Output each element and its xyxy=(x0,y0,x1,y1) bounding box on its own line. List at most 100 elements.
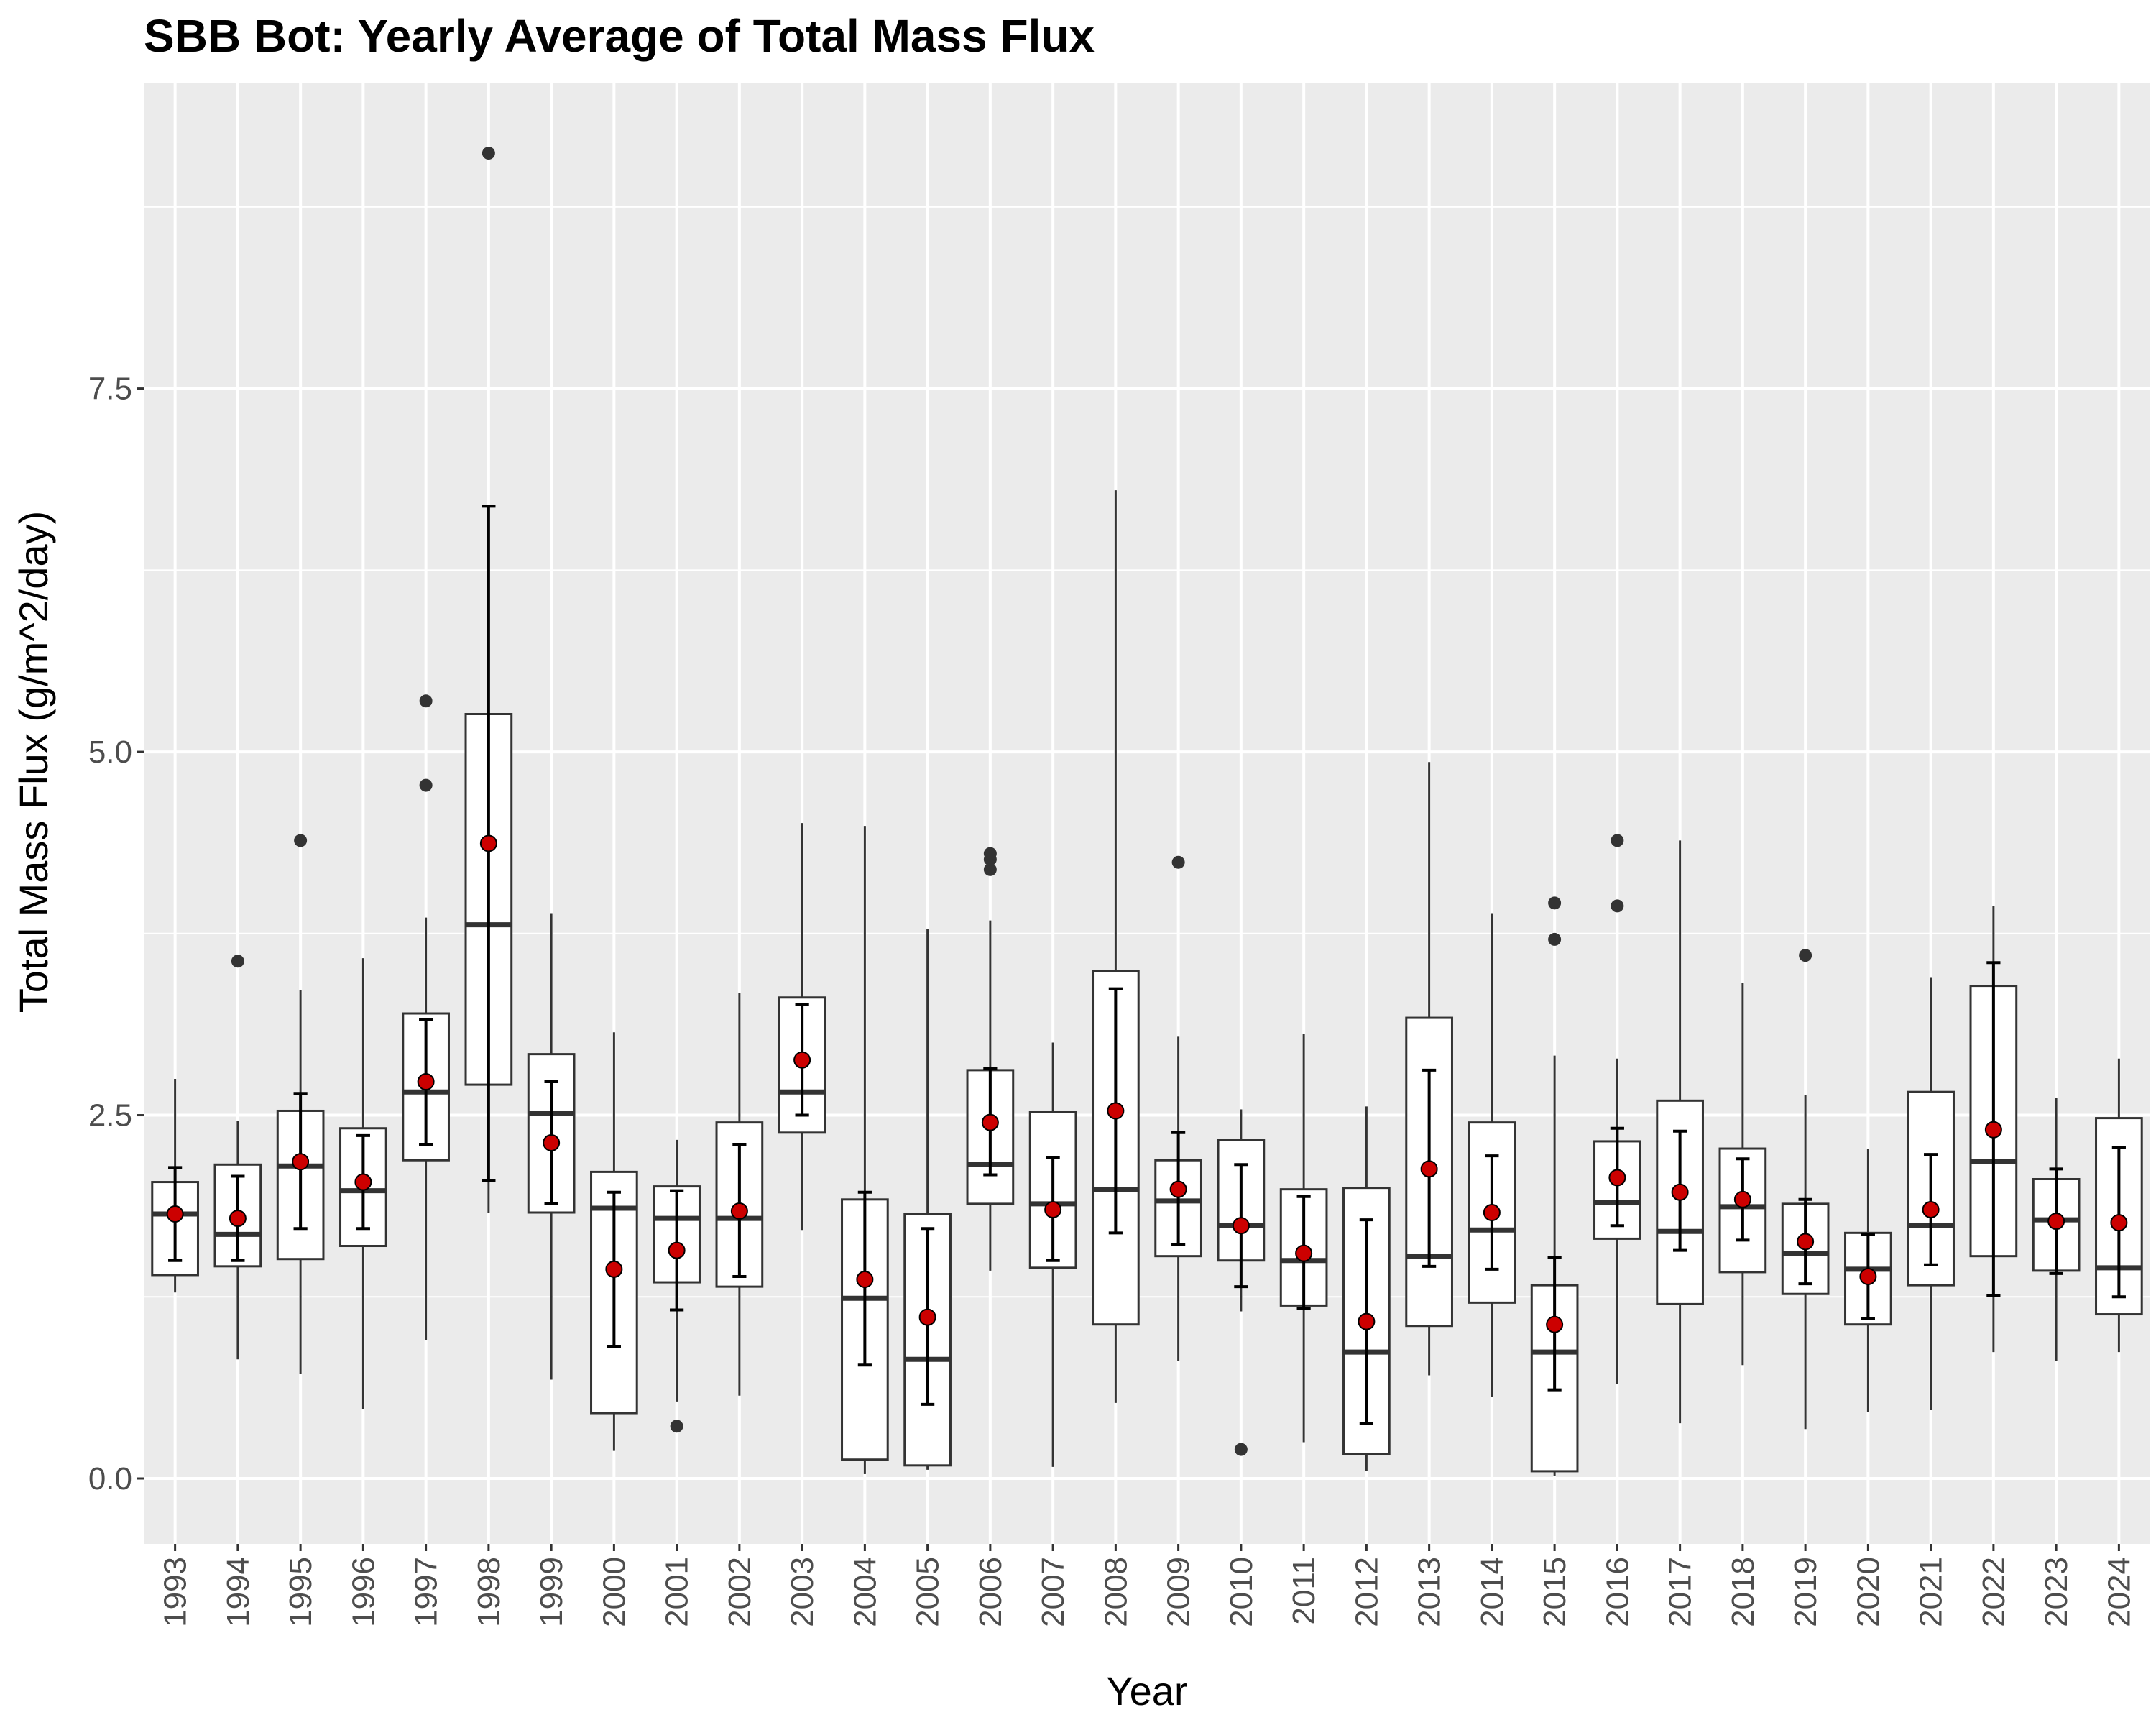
x-tick-label: 2009 xyxy=(1161,1557,1197,1627)
box-2000 xyxy=(590,1032,638,1451)
outlier-point xyxy=(419,778,433,792)
mean-point xyxy=(1483,1204,1501,1222)
x-tick-label: 2012 xyxy=(1349,1557,1384,1627)
x-tick-label: 2022 xyxy=(1976,1557,2012,1627)
outlier-point xyxy=(482,147,495,160)
x-tick-label: 2000 xyxy=(596,1557,632,1627)
box-2008 xyxy=(1092,490,1140,1403)
y-axis: 0.0 2.5 5.0 7.5 xyxy=(88,372,144,1496)
box-2009 xyxy=(1154,855,1202,1361)
y-axis-label: Total Mass Flux (g/m^2/day) xyxy=(11,511,56,1013)
box-2007 xyxy=(1028,1042,1077,1467)
x-tick-label: 2021 xyxy=(1914,1557,1949,1627)
box-1993 xyxy=(151,1078,199,1293)
x-tick-label: 2004 xyxy=(847,1557,883,1627)
y-tick-label: 0.0 xyxy=(88,1461,132,1496)
mean-point xyxy=(292,1153,310,1171)
x-tick-label: 1997 xyxy=(409,1557,444,1627)
mean-point xyxy=(856,1271,874,1289)
mean-point xyxy=(668,1241,686,1259)
x-tick-label: 1995 xyxy=(283,1557,318,1627)
outlier-point xyxy=(1548,896,1562,910)
x-tick-label: 2005 xyxy=(911,1557,946,1627)
mean-point xyxy=(1984,1121,2002,1138)
box-2017 xyxy=(1656,840,1704,1424)
x-tick-label: 2023 xyxy=(2039,1557,2074,1627)
x-tick-label: 1993 xyxy=(158,1557,193,1627)
box-1997 xyxy=(402,694,450,1340)
mean-point xyxy=(1295,1244,1313,1262)
x-tick-label: 2017 xyxy=(1663,1557,1698,1627)
box-2006 xyxy=(966,847,1015,1271)
mean-point xyxy=(166,1205,184,1223)
mean-point xyxy=(354,1173,372,1191)
y-tick-label: 7.5 xyxy=(88,372,132,407)
x-axis: 1993 1994 1995 1996 1997 1998 1999 2000 2001 2002… xyxy=(158,1544,2137,1627)
x-tick-label: 2007 xyxy=(1036,1557,1071,1627)
x-tick-label: 2010 xyxy=(1224,1557,1259,1627)
outlier-point xyxy=(670,1420,683,1433)
outlier-point xyxy=(231,954,244,968)
y-tick-label: 5.0 xyxy=(88,735,132,770)
outlier-point xyxy=(294,834,308,847)
x-tick-label: 2015 xyxy=(1537,1557,1572,1627)
outlier-point xyxy=(419,694,433,708)
mean-point xyxy=(2047,1213,2065,1230)
outlier-point xyxy=(1611,834,1624,847)
mean-point xyxy=(793,1051,811,1069)
x-tick-label: 1994 xyxy=(221,1557,256,1627)
outlier-point xyxy=(1171,855,1185,869)
mean-point xyxy=(1169,1180,1187,1198)
mean-point xyxy=(1044,1200,1062,1218)
x-tick-label: 2024 xyxy=(2101,1557,2137,1627)
mean-point xyxy=(1232,1217,1250,1235)
boxes-layer xyxy=(151,147,2143,1476)
box-2005 xyxy=(903,929,952,1470)
mean-point xyxy=(417,1073,435,1091)
x-tick-label: 2016 xyxy=(1600,1557,1635,1627)
box-2011 xyxy=(1279,1034,1328,1443)
mean-point xyxy=(1859,1267,1877,1285)
mean-point xyxy=(229,1210,247,1228)
x-tick-label: 2011 xyxy=(1286,1557,1322,1625)
box-2024 xyxy=(2095,1058,2143,1353)
x-tick-label: 2001 xyxy=(660,1557,695,1627)
mean-point xyxy=(1733,1190,1751,1208)
x-tick-label: 2008 xyxy=(1098,1557,1133,1627)
box-2020 xyxy=(1844,1149,1892,1412)
box-2016 xyxy=(1593,834,1641,1384)
mean-point xyxy=(2110,1214,2128,1232)
box-1995 xyxy=(276,834,325,1374)
box-2002 xyxy=(715,993,764,1396)
mean-point xyxy=(1671,1183,1689,1201)
outlier-point xyxy=(983,847,997,860)
mean-point xyxy=(1358,1312,1376,1330)
mean-point xyxy=(730,1202,748,1220)
x-tick-label: 2020 xyxy=(1851,1557,1886,1627)
x-tick-label: 2013 xyxy=(1412,1557,1447,1627)
outlier-point xyxy=(1799,949,1812,962)
x-axis-label: Year xyxy=(1106,1668,1187,1714)
box-1999 xyxy=(527,913,576,1380)
box-iqr xyxy=(1279,1188,1328,1307)
x-tick-label: 2002 xyxy=(722,1557,757,1627)
mean-point xyxy=(1546,1315,1564,1333)
box-2001 xyxy=(653,1139,701,1433)
chart-title: SBB Bot: Yearly Average of Total Mass Fl… xyxy=(144,10,1095,62)
mean-point xyxy=(918,1308,936,1326)
box-2010 xyxy=(1217,1109,1266,1456)
box-1994 xyxy=(213,954,262,1360)
mean-point xyxy=(1420,1160,1438,1178)
box-1998 xyxy=(464,147,513,1213)
box-2015 xyxy=(1530,896,1579,1476)
box-2023 xyxy=(2032,1098,2081,1361)
outlier-point xyxy=(983,862,997,876)
box-2012 xyxy=(1342,1106,1391,1471)
mean-point xyxy=(1922,1200,1940,1218)
mean-point xyxy=(981,1113,999,1131)
mean-point xyxy=(605,1260,623,1278)
box-2013 xyxy=(1405,762,1453,1376)
x-tick-label: 2003 xyxy=(785,1557,820,1627)
y-tick-label: 2.5 xyxy=(88,1098,132,1133)
